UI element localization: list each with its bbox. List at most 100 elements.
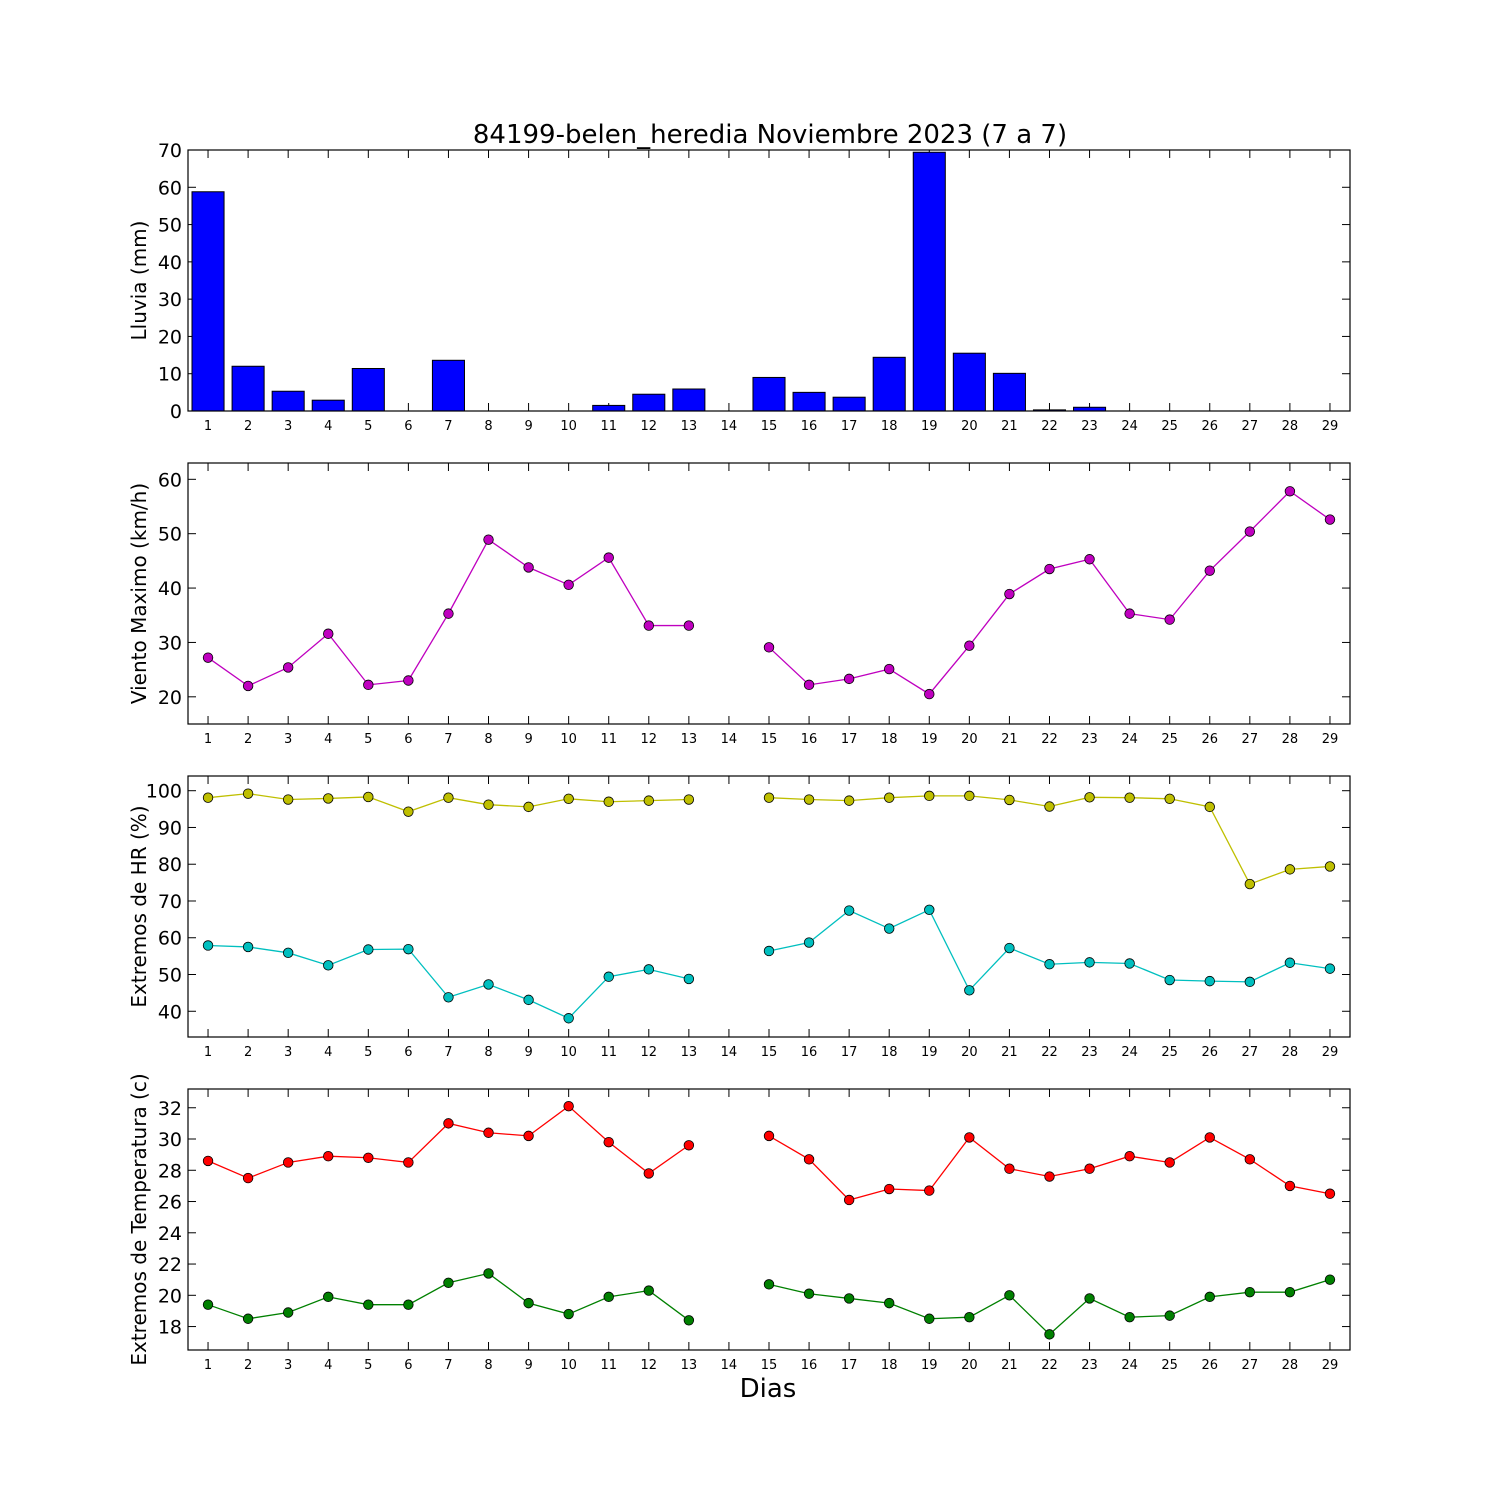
- x-axis-label: Dias: [740, 1374, 797, 1404]
- data-point: [1004, 942, 1015, 954]
- x-tick-label: 15: [761, 732, 778, 747]
- data-point: [563, 1308, 574, 1320]
- x-tick-label: 9: [524, 732, 532, 747]
- x-tick-label: 25: [1161, 1045, 1178, 1060]
- axes-frame: [187, 775, 1351, 1038]
- x-tick-label: 26: [1201, 1358, 1218, 1373]
- data-point: [443, 992, 454, 1003]
- data-point: [1244, 878, 1256, 890]
- x-tick-label: 17: [841, 419, 858, 434]
- data-point: [884, 923, 895, 934]
- data-point: [443, 1118, 454, 1129]
- x-tick-label: 14: [721, 732, 738, 747]
- data-point: [1324, 963, 1336, 974]
- y-tick-label: 0: [170, 401, 182, 423]
- x-tick-label: 7: [444, 732, 452, 747]
- data-point: [643, 964, 654, 975]
- bar: [351, 367, 385, 412]
- x-tick-label: 23: [1081, 732, 1098, 747]
- x-tick-label: 25: [1161, 419, 1178, 434]
- data-point: [523, 1297, 534, 1309]
- x-tick-label: 13: [681, 419, 698, 434]
- x-tick-label: 9: [524, 1045, 532, 1060]
- data-point: [1084, 1163, 1095, 1174]
- x-tick-label: 1: [204, 419, 212, 434]
- data-point: [403, 1299, 414, 1310]
- x-tick-label: 22: [1041, 419, 1058, 434]
- bar: [431, 359, 465, 412]
- data-point: [1284, 1286, 1296, 1298]
- x-tick-label: 2: [244, 732, 252, 747]
- data-point: [1204, 975, 1215, 987]
- x-tick-label: 7: [444, 1045, 452, 1060]
- data-point: [643, 620, 654, 631]
- x-tick-label: 27: [1242, 419, 1259, 434]
- x-tick-label: 16: [801, 1358, 818, 1373]
- x-tick-label: 23: [1081, 1358, 1098, 1373]
- data-point: [242, 1172, 254, 1184]
- data-point: [282, 947, 294, 959]
- x-tick-label: 7: [444, 1358, 452, 1373]
- x-tick-label: 28: [1282, 1358, 1299, 1373]
- data-point: [403, 806, 414, 817]
- x-tick-label: 28: [1282, 1045, 1299, 1060]
- data-point: [1324, 514, 1336, 525]
- y-tick-label: 70: [158, 140, 182, 162]
- data-point: [242, 788, 254, 799]
- data-point: [964, 790, 975, 802]
- data-point: [563, 793, 574, 804]
- x-tick-label: 18: [881, 1045, 898, 1060]
- data-point: [282, 794, 294, 805]
- x-tick-label: 10: [560, 732, 577, 747]
- y-tick-label: 100: [146, 781, 182, 803]
- data-point: [683, 973, 695, 985]
- data-point: [563, 579, 574, 591]
- data-point: [603, 796, 614, 807]
- data-point: [843, 1293, 855, 1304]
- bar: [752, 376, 786, 412]
- data-point: [483, 799, 494, 810]
- x-tick-label: 10: [560, 1358, 577, 1373]
- data-point: [523, 562, 534, 573]
- data-point: [523, 801, 534, 813]
- x-tick-label: 20: [961, 1358, 978, 1373]
- x-tick-label: 19: [921, 1045, 938, 1060]
- data-point: [1244, 976, 1256, 988]
- data-point: [323, 1151, 334, 1162]
- x-tick-label: 22: [1041, 1045, 1058, 1060]
- data-point: [1044, 563, 1055, 575]
- data-point: [1004, 1163, 1015, 1174]
- data-point: [483, 534, 494, 545]
- bar: [632, 393, 666, 412]
- data-point: [964, 985, 975, 996]
- data-point: [964, 640, 975, 651]
- data-point: [803, 937, 815, 948]
- bar: [952, 352, 986, 412]
- x-tick-label: 17: [841, 1358, 858, 1373]
- data-point: [363, 679, 374, 691]
- data-point: [1084, 957, 1095, 968]
- y-axis-label: Lluvia (mm): [127, 221, 151, 341]
- data-point: [763, 792, 775, 803]
- x-tick-label: 15: [761, 1045, 778, 1060]
- y-tick-label: 18: [158, 1317, 182, 1339]
- y-axis-label: Extremos de HR (%): [127, 805, 151, 1007]
- x-tick-label: 8: [484, 419, 492, 434]
- y-tick-label: 22: [158, 1254, 182, 1276]
- x-tick-label: 8: [484, 1358, 492, 1373]
- data-point: [1084, 554, 1095, 565]
- x-tick-label: 3: [284, 1045, 292, 1060]
- x-tick-label: 18: [881, 1358, 898, 1373]
- y-tick-label: 50: [158, 524, 182, 546]
- x-tick-label: 4: [324, 1045, 332, 1060]
- data-point: [403, 943, 414, 955]
- data-point: [803, 794, 815, 805]
- x-tick-label: 13: [681, 1358, 698, 1373]
- x-tick-label: 12: [641, 1358, 658, 1373]
- series-line: [207, 1105, 690, 1179]
- x-tick-label: 6: [404, 419, 412, 434]
- data-point: [523, 1130, 534, 1142]
- x-tick-label: 5: [364, 1358, 372, 1373]
- data-point: [1204, 1291, 1215, 1303]
